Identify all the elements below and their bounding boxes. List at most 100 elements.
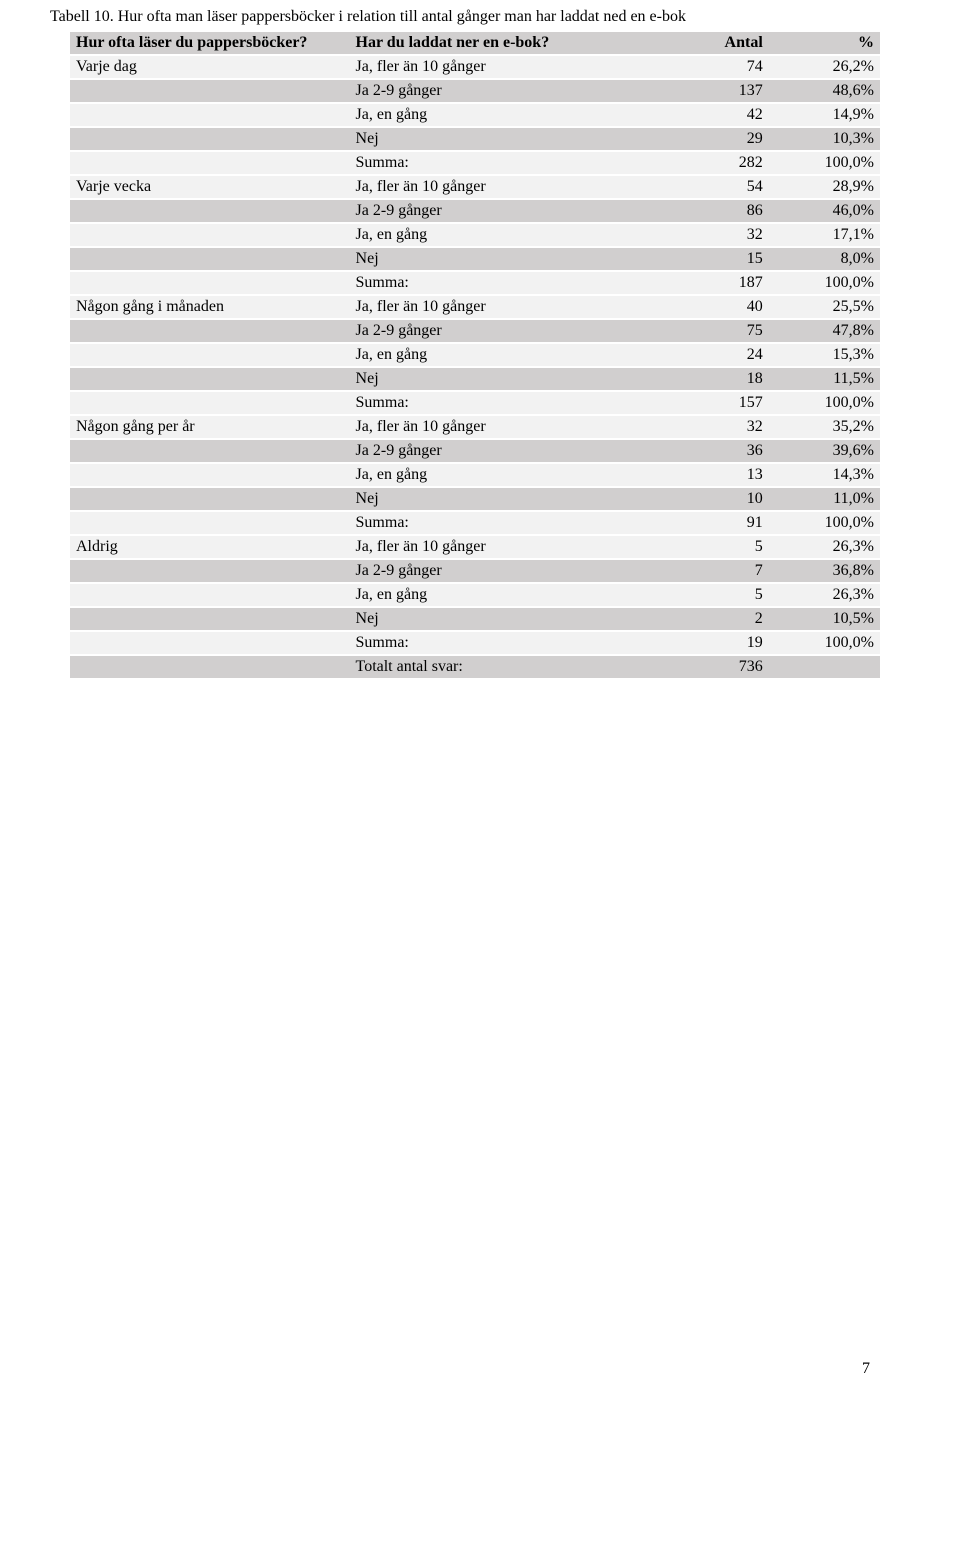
table-row: Ja 2-9 gånger736,8% <box>70 560 880 582</box>
table-row: Någon gång per årJa, fler än 10 gånger32… <box>70 416 880 438</box>
group-label <box>70 248 350 270</box>
table-row: Ja, en gång2415,3% <box>70 344 880 366</box>
row-desc: Summa: <box>350 272 658 294</box>
row-desc: Ja 2-9 gånger <box>350 320 658 342</box>
group-label <box>70 128 350 150</box>
row-pct: 100,0% <box>769 632 880 654</box>
table-row: Ja 2-9 gånger13748,6% <box>70 80 880 102</box>
table-row: AldrigJa, fler än 10 gånger526,3% <box>70 536 880 558</box>
table-row: Summa:91100,0% <box>70 512 880 534</box>
row-count: 157 <box>658 392 769 414</box>
group-label <box>70 152 350 174</box>
total-pct <box>769 656 880 678</box>
row-pct: 8,0% <box>769 248 880 270</box>
row-count: 86 <box>658 200 769 222</box>
row-desc: Summa: <box>350 632 658 654</box>
group-label <box>70 368 350 390</box>
row-desc: Ja 2-9 gånger <box>350 560 658 582</box>
table-row: Nej1011,0% <box>70 488 880 510</box>
row-count: 187 <box>658 272 769 294</box>
header-col1: Hur ofta läser du pappersböcker? <box>70 32 350 54</box>
row-count: 42 <box>658 104 769 126</box>
table-row: Summa:282100,0% <box>70 152 880 174</box>
group-label <box>70 344 350 366</box>
row-pct: 47,8% <box>769 320 880 342</box>
table-row: Varje veckaJa, fler än 10 gånger5428,9% <box>70 176 880 198</box>
row-pct: 28,9% <box>769 176 880 198</box>
row-count: 137 <box>658 80 769 102</box>
row-pct: 100,0% <box>769 272 880 294</box>
row-pct: 25,5% <box>769 296 880 318</box>
row-count: 10 <box>658 488 769 510</box>
table-row: Summa:19100,0% <box>70 632 880 654</box>
table-row: Ja 2-9 gånger7547,8% <box>70 320 880 342</box>
row-desc: Nej <box>350 368 658 390</box>
table-row: Ja, en gång526,3% <box>70 584 880 606</box>
group-label <box>70 80 350 102</box>
row-count: 32 <box>658 224 769 246</box>
group-label <box>70 632 350 654</box>
table-row: Summa:187100,0% <box>70 272 880 294</box>
row-desc: Ja, en gång <box>350 464 658 486</box>
table-row: Ja, en gång1314,3% <box>70 464 880 486</box>
header-col2: Har du laddat ner en e-bok? <box>350 32 658 54</box>
group-label <box>70 584 350 606</box>
row-count: 18 <box>658 368 769 390</box>
table-row: Nej1811,5% <box>70 368 880 390</box>
group-label <box>70 200 350 222</box>
data-table: Hur ofta läser du pappersböcker?Har du l… <box>70 30 880 680</box>
row-pct: 14,3% <box>769 464 880 486</box>
row-count: 5 <box>658 536 769 558</box>
table-row: Ja, en gång3217,1% <box>70 224 880 246</box>
table-row: Nej158,0% <box>70 248 880 270</box>
row-count: 13 <box>658 464 769 486</box>
row-pct: 36,8% <box>769 560 880 582</box>
row-desc: Nej <box>350 248 658 270</box>
group-label: Någon gång i månaden <box>70 296 350 318</box>
row-pct: 10,5% <box>769 608 880 630</box>
row-count: 7 <box>658 560 769 582</box>
row-desc: Summa: <box>350 512 658 534</box>
group-label <box>70 104 350 126</box>
row-count: 15 <box>658 248 769 270</box>
row-desc: Ja, en gång <box>350 104 658 126</box>
row-desc: Nej <box>350 488 658 510</box>
group-label <box>70 320 350 342</box>
table-row: Ja, en gång4214,9% <box>70 104 880 126</box>
table-row: Varje dagJa, fler än 10 gånger7426,2% <box>70 56 880 78</box>
page-number: 7 <box>50 1360 870 1378</box>
row-count: 29 <box>658 128 769 150</box>
row-pct: 39,6% <box>769 440 880 462</box>
row-pct: 11,5% <box>769 368 880 390</box>
group-label <box>70 224 350 246</box>
group-label: Varje dag <box>70 56 350 78</box>
group-label <box>70 512 350 534</box>
header-col4: % <box>769 32 880 54</box>
row-count: 91 <box>658 512 769 534</box>
group-label <box>70 464 350 486</box>
row-pct: 26,2% <box>769 56 880 78</box>
row-count: 5 <box>658 584 769 606</box>
row-pct: 46,0% <box>769 200 880 222</box>
group-label <box>70 560 350 582</box>
row-pct: 14,9% <box>769 104 880 126</box>
table-row: Nej2910,3% <box>70 128 880 150</box>
row-desc: Ja, fler än 10 gånger <box>350 416 658 438</box>
table-row: Ja 2-9 gånger8646,0% <box>70 200 880 222</box>
row-pct: 100,0% <box>769 152 880 174</box>
group-label <box>70 392 350 414</box>
group-label <box>70 488 350 510</box>
row-pct: 17,1% <box>769 224 880 246</box>
row-pct: 15,3% <box>769 344 880 366</box>
row-count: 54 <box>658 176 769 198</box>
row-pct: 10,3% <box>769 128 880 150</box>
group-label: Någon gång per år <box>70 416 350 438</box>
row-desc: Nej <box>350 128 658 150</box>
row-desc: Nej <box>350 608 658 630</box>
row-desc: Summa: <box>350 392 658 414</box>
row-desc: Ja 2-9 gånger <box>350 440 658 462</box>
row-desc: Summa: <box>350 152 658 174</box>
row-count: 75 <box>658 320 769 342</box>
row-desc: Ja, fler än 10 gånger <box>350 536 658 558</box>
group-label <box>70 608 350 630</box>
